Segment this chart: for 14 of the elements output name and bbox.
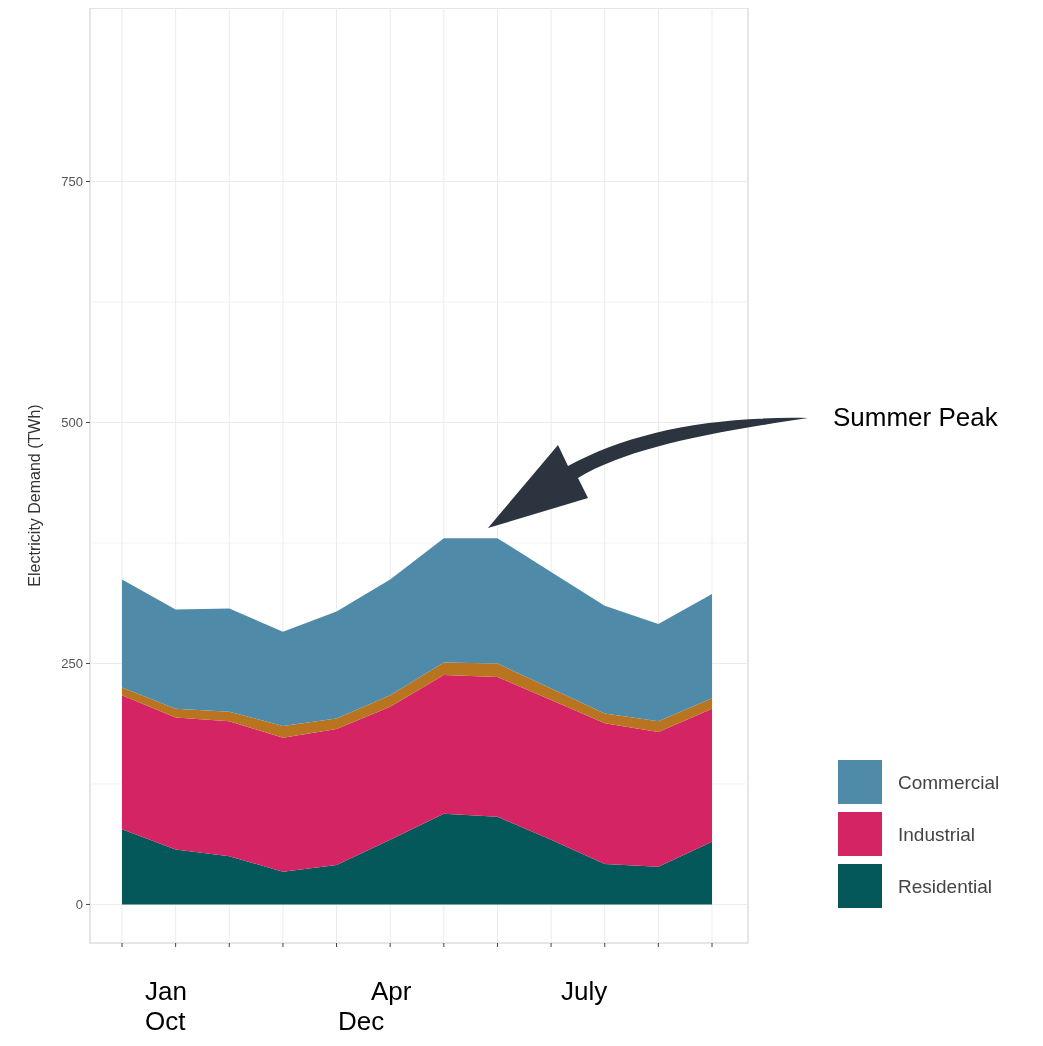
text: July <box>561 976 608 1006</box>
text: Dec <box>338 1006 385 1036</box>
legend-label: Commercial <box>898 771 1000 793</box>
y-tick-label: 500 <box>61 415 83 431</box>
y-axis-title: Electricity Demand (TWh) <box>26 404 43 587</box>
y-tick-label: 750 <box>61 174 83 190</box>
text: Summer Peak <box>833 402 999 432</box>
legend-label: Residential <box>898 875 992 897</box>
text: Jan <box>145 976 187 1006</box>
text: Apr <box>371 976 412 1006</box>
y-tick-label: 0 <box>75 896 83 912</box>
legend-label: Industrial <box>898 823 976 845</box>
y-tick-label: 250 <box>61 656 83 672</box>
text: Oct <box>145 1006 187 1036</box>
